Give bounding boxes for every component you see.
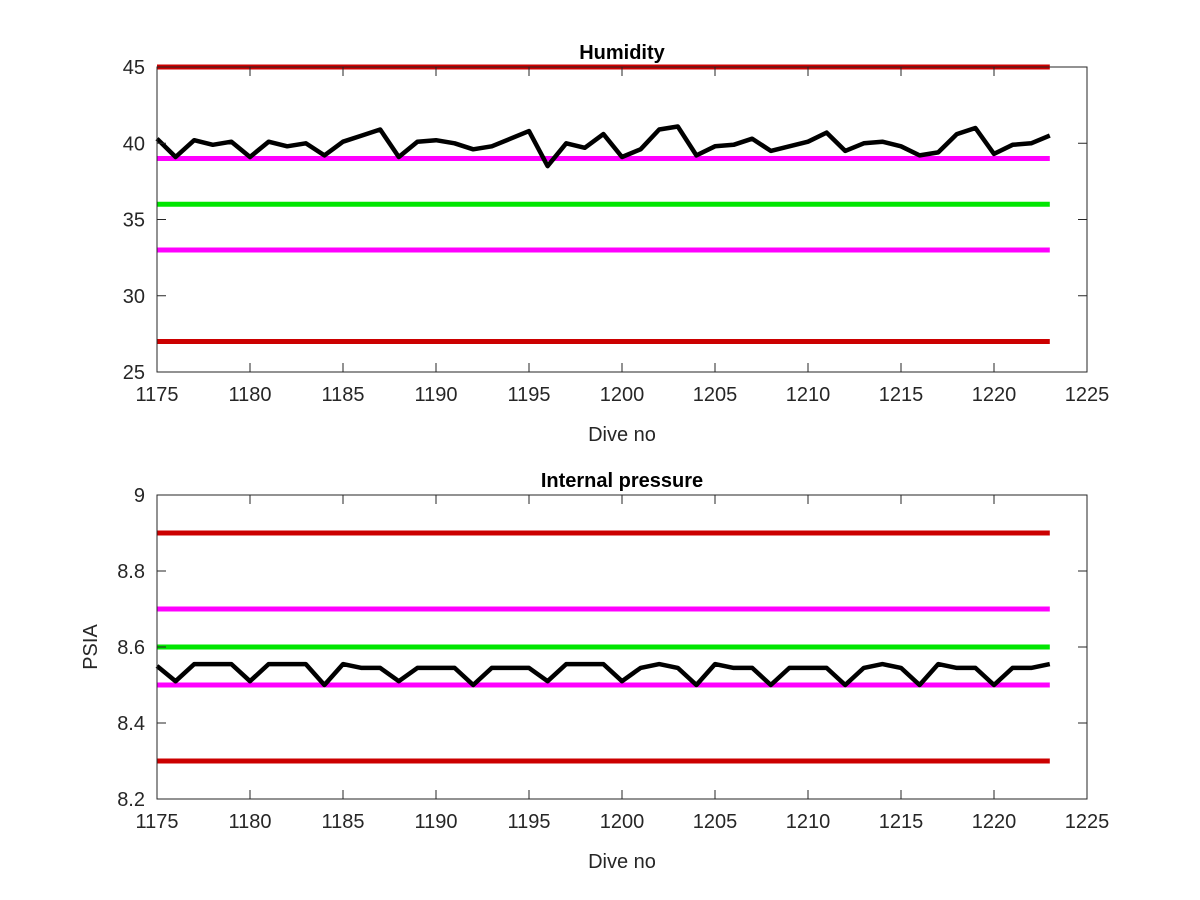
y-tick-label: 45 [123, 57, 145, 79]
x-tick-label: 1205 [693, 811, 738, 833]
chart-title: Internal pressure [541, 470, 703, 492]
series-lines [155, 124, 1051, 169]
x-tick-label: 1225 [1065, 384, 1110, 406]
x-tick-label: 1215 [879, 384, 924, 406]
data-series-line-0 [155, 661, 1051, 688]
x-tick-label: 1185 [321, 384, 364, 406]
x-tick-label: 1190 [414, 384, 457, 406]
reference-lines [157, 530, 1050, 764]
x-ticks: 1175 1180 1185 1190 1195 1200 1205 1210 1215 1220… [135, 495, 1109, 833]
panel-internal-pressure: 1175 1180 1185 1190 1195 1200 1205 1210 1215 1220… [80, 470, 1109, 873]
panel-humidity: 1175 1180 1185 1190 1195 1200 1205 1210 1215 1220… [123, 42, 1110, 446]
x-tick-label: 1200 [600, 384, 645, 406]
y-tick-label: 30 [123, 286, 145, 308]
x-tick-label: 1210 [786, 384, 831, 406]
x-tick-label: 1195 [507, 811, 550, 833]
y-tick-label: 8.8 [117, 561, 145, 583]
x-tick-label: 1220 [972, 384, 1017, 406]
x-tick-label: 1190 [414, 811, 457, 833]
x-tick-label: 1205 [693, 384, 738, 406]
y-tick-label: 35 [123, 210, 145, 232]
x-tick-label: 1200 [600, 811, 645, 833]
x-axis-label: Dive no [588, 424, 656, 446]
y-tick-label: 9 [134, 485, 145, 507]
x-tick-label: 1185 [321, 811, 364, 833]
x-tick-label: 1175 [135, 384, 178, 406]
y-tick-label: 8.6 [117, 637, 145, 659]
x-tick-label: 1180 [228, 384, 271, 406]
y-ticks: 8.2 8.4 8.6 8.8 9 [117, 485, 1087, 811]
x-axis-label: Dive no [588, 851, 656, 873]
x-tick-label: 1210 [786, 811, 831, 833]
chart-title: Humidity [579, 42, 665, 64]
y-tick-label: 8.2 [117, 789, 145, 811]
x-tick-label: 1175 [135, 811, 178, 833]
x-tick-label: 1220 [972, 811, 1017, 833]
x-tick-label: 1195 [507, 384, 550, 406]
x-tick-label: 1225 [1065, 811, 1110, 833]
data-series-line-0 [155, 124, 1051, 169]
x-ticks: 1175 1180 1185 1190 1195 1200 1205 1210 1215 1220… [135, 67, 1109, 406]
y-tick-label: 40 [123, 133, 145, 155]
y-ticks: 25 30 35 40 45 [123, 57, 1087, 384]
y-axis-label: PSIA [80, 624, 102, 670]
y-tick-label: 25 [123, 362, 145, 384]
y-tick-label: 8.4 [117, 713, 145, 735]
x-tick-label: 1180 [228, 811, 271, 833]
x-tick-label: 1215 [879, 811, 924, 833]
series-lines [155, 661, 1051, 688]
